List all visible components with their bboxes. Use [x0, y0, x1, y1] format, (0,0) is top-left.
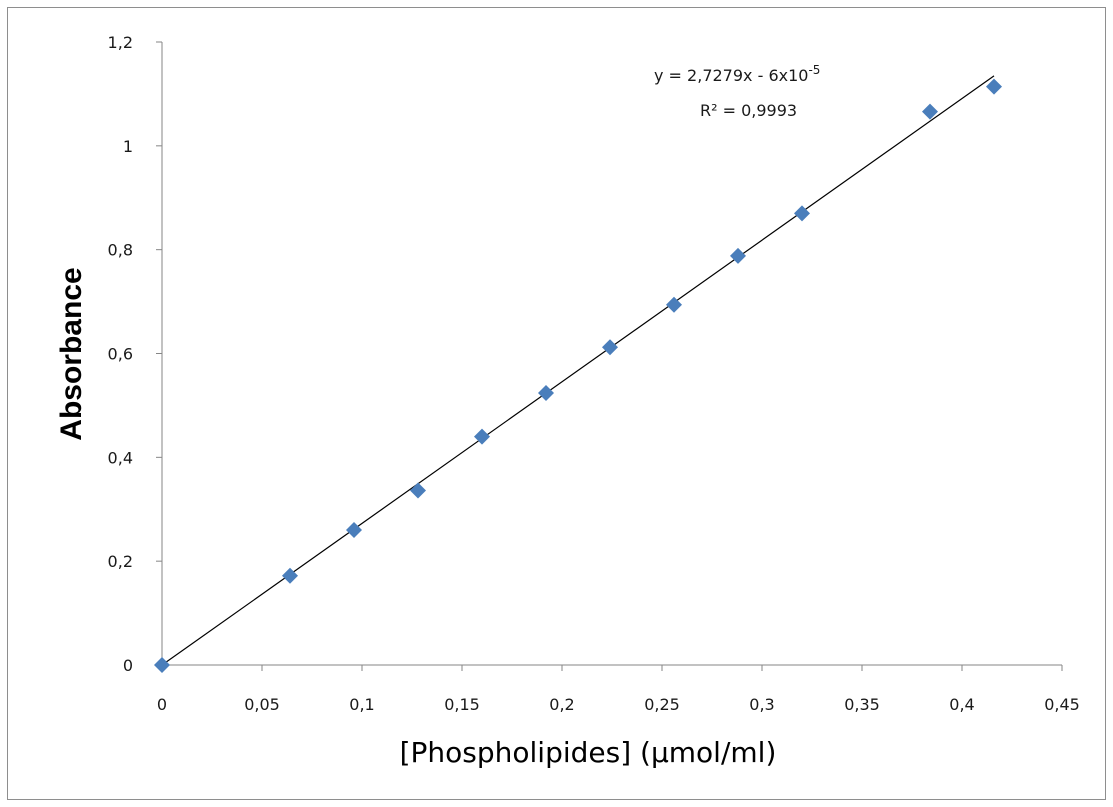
y-tick-label: 0	[123, 656, 133, 675]
x-tick-label: 0,2	[549, 695, 574, 714]
data-point	[730, 247, 746, 264]
y-tick-label: 0,6	[108, 345, 133, 364]
data-point	[666, 296, 682, 313]
chart-frame	[7, 7, 1106, 800]
x-tick-label: 0,25	[644, 695, 680, 714]
data-point	[922, 103, 938, 120]
y-tick-label: 1,2	[108, 33, 133, 52]
data-point	[794, 205, 810, 222]
x-tick-label: 0,45	[1044, 695, 1080, 714]
x-axis-label: [Phospholipides] (µmol/ml)	[400, 736, 777, 769]
data-point	[282, 567, 298, 584]
y-tick-label: 1	[123, 137, 133, 156]
data-point	[986, 78, 1002, 95]
y-tick-label: 0,8	[108, 241, 133, 260]
data-point	[154, 657, 170, 673]
data-point	[474, 428, 490, 445]
x-tick-label: 0,15	[444, 695, 480, 714]
y-axis-label: Absorbance	[55, 267, 88, 440]
x-tick-label: 0,1	[349, 695, 374, 714]
x-tick-label: 0	[157, 695, 167, 714]
data-point	[602, 339, 618, 356]
x-tick-label: 0,35	[844, 695, 880, 714]
data-point	[410, 482, 426, 499]
r-squared-label: R² = 0,9993	[700, 101, 797, 120]
x-tick-label: 0,05	[244, 695, 280, 714]
data-point	[538, 384, 554, 401]
x-tick-label: 0,3	[749, 695, 774, 714]
y-tick-label: 0,2	[108, 552, 133, 571]
data-point	[346, 522, 362, 539]
trendline	[161, 75, 995, 666]
y-tick-label: 0,4	[108, 448, 133, 467]
trendline-equation: y = 2,7279x - 6x10-5	[654, 63, 820, 85]
x-tick-label: 0,4	[949, 695, 974, 714]
